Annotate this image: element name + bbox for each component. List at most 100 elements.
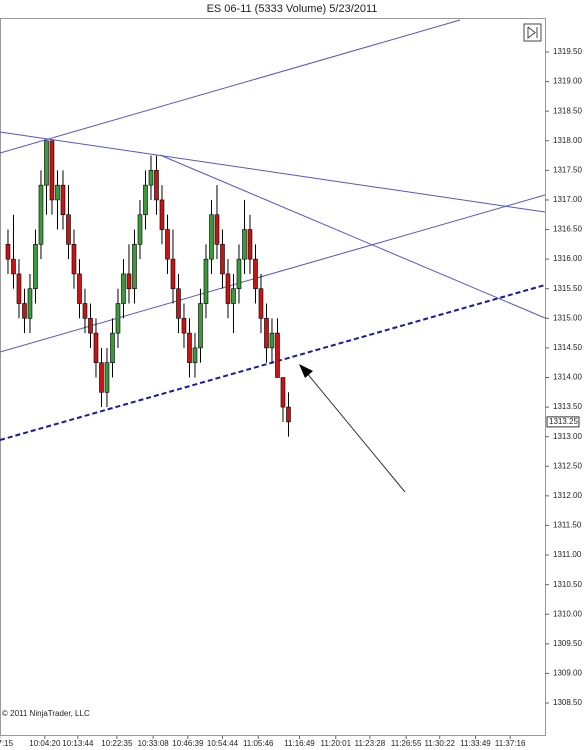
y-tick-label: 1312.00 bbox=[553, 491, 582, 500]
y-tick-label: 1317.50 bbox=[553, 165, 582, 174]
x-tick-label: 10:04:20 bbox=[29, 739, 61, 748]
y-tick-label: 1311.00 bbox=[553, 550, 582, 559]
candle-body bbox=[242, 229, 247, 260]
candle-body bbox=[258, 288, 264, 319]
candle-body bbox=[99, 362, 104, 393]
x-tick-label: 11:37:16 bbox=[495, 739, 526, 748]
y-tick-label: 1311.50 bbox=[553, 521, 582, 530]
candle-body bbox=[5, 244, 11, 260]
y-tick-label: 1319.50 bbox=[553, 47, 582, 56]
x-tick-label: 10:33:08 bbox=[138, 739, 170, 748]
y-tick-label: 1309.00 bbox=[553, 669, 582, 678]
candle-body bbox=[209, 214, 214, 260]
x-tick-label: 11:33:49 bbox=[460, 739, 491, 748]
candle-body bbox=[93, 332, 99, 364]
candle-body bbox=[247, 229, 253, 260]
trend-line bbox=[0, 131, 546, 213]
last-price-marker bbox=[546, 416, 580, 428]
candle-body bbox=[198, 303, 203, 349]
candle-body bbox=[148, 170, 154, 186]
candle-body bbox=[214, 214, 220, 245]
candle-body bbox=[22, 303, 27, 319]
candle-body bbox=[165, 229, 170, 260]
icon-arrow bbox=[527, 26, 536, 40]
candle-body bbox=[104, 362, 110, 393]
arrow-line bbox=[305, 371, 406, 493]
candle-body bbox=[154, 170, 159, 201]
y-tick-label: 1310.00 bbox=[553, 609, 582, 618]
y-tick-label: 1315.00 bbox=[553, 313, 582, 322]
candle-body bbox=[82, 303, 88, 319]
copyright: © 2011 NinjaTrader, LLC bbox=[2, 709, 90, 718]
candle-body bbox=[110, 332, 115, 364]
candle-body bbox=[192, 347, 198, 364]
x-tick-label: 11:20:01 bbox=[321, 739, 352, 748]
y-tick-label: 1312.50 bbox=[553, 461, 582, 470]
y-tick-label: 1318.00 bbox=[553, 136, 582, 145]
candle-body bbox=[77, 273, 82, 304]
y-tick-label: 1315.50 bbox=[553, 284, 582, 293]
y-tick-label: 1314.50 bbox=[553, 343, 582, 352]
candle-body bbox=[203, 258, 209, 304]
candle-body bbox=[264, 318, 269, 349]
candle-body bbox=[275, 332, 280, 378]
last-price-label: 1313.25 bbox=[549, 417, 578, 426]
candle-body bbox=[88, 318, 93, 334]
x-tick-label: 10:13:44 bbox=[62, 739, 94, 748]
candle-body bbox=[71, 244, 77, 275]
candle-body bbox=[231, 288, 236, 304]
dashed-trend-line bbox=[0, 284, 546, 441]
y-tick-label: 1313.50 bbox=[553, 402, 582, 411]
candle-body bbox=[143, 184, 148, 216]
y-tick-label: 1308.50 bbox=[553, 698, 582, 707]
x-tick-label: 11:23:28 bbox=[355, 739, 386, 748]
arrow-head bbox=[299, 364, 313, 378]
candle-body bbox=[11, 258, 16, 275]
y-tick-label: 1310.50 bbox=[553, 580, 582, 589]
candle-body bbox=[159, 199, 165, 230]
candle-body bbox=[286, 406, 291, 423]
x-tick-label: 10:54:44 bbox=[207, 739, 239, 748]
candle-body bbox=[16, 273, 22, 304]
candle-body bbox=[280, 377, 286, 408]
candle-body bbox=[132, 244, 137, 290]
y-tick-label: 1318.50 bbox=[553, 106, 582, 115]
candle-body bbox=[187, 332, 192, 364]
x-tick-label: 11:26:55 bbox=[391, 739, 422, 748]
y-tick-label: 1314.00 bbox=[553, 373, 582, 382]
candle-body bbox=[44, 140, 49, 186]
candle-body bbox=[236, 258, 242, 290]
trend-line bbox=[0, 19, 461, 154]
candle-body bbox=[225, 273, 231, 304]
candle-body bbox=[38, 184, 44, 245]
nav-icon[interactable] bbox=[523, 23, 542, 42]
candle-body bbox=[33, 244, 38, 290]
y-tick-label: 1316.00 bbox=[553, 254, 582, 263]
candle-body bbox=[66, 214, 71, 245]
candle-body bbox=[170, 258, 176, 290]
x-tick-label: 11:16:49 bbox=[284, 739, 315, 748]
candle-body bbox=[126, 273, 132, 290]
candle-body bbox=[55, 184, 60, 201]
candle-body bbox=[115, 303, 121, 334]
icon-frame[interactable] bbox=[523, 23, 542, 42]
candle-body bbox=[220, 244, 225, 275]
candle-body bbox=[181, 318, 187, 334]
candle-body bbox=[137, 214, 143, 245]
y-tick-label: 1316.50 bbox=[553, 225, 582, 234]
candle-body bbox=[27, 288, 33, 319]
x-tick-label: 10:46:39 bbox=[172, 739, 204, 748]
candle-body bbox=[121, 273, 126, 304]
candle-body bbox=[253, 258, 258, 290]
candle-body bbox=[49, 140, 55, 201]
y-tick-label: 1319.00 bbox=[553, 77, 582, 86]
x-tick-label: 11:05:46 bbox=[243, 739, 274, 748]
y-tick-label: 1309.50 bbox=[553, 639, 582, 648]
candle-body bbox=[176, 288, 181, 319]
x-tick-label: 10:22:35 bbox=[101, 739, 133, 748]
x-tick-label: 11:30:22 bbox=[424, 739, 455, 748]
y-tick-label: 1313.00 bbox=[553, 432, 582, 441]
y-tick-label: 1317.00 bbox=[553, 195, 582, 204]
